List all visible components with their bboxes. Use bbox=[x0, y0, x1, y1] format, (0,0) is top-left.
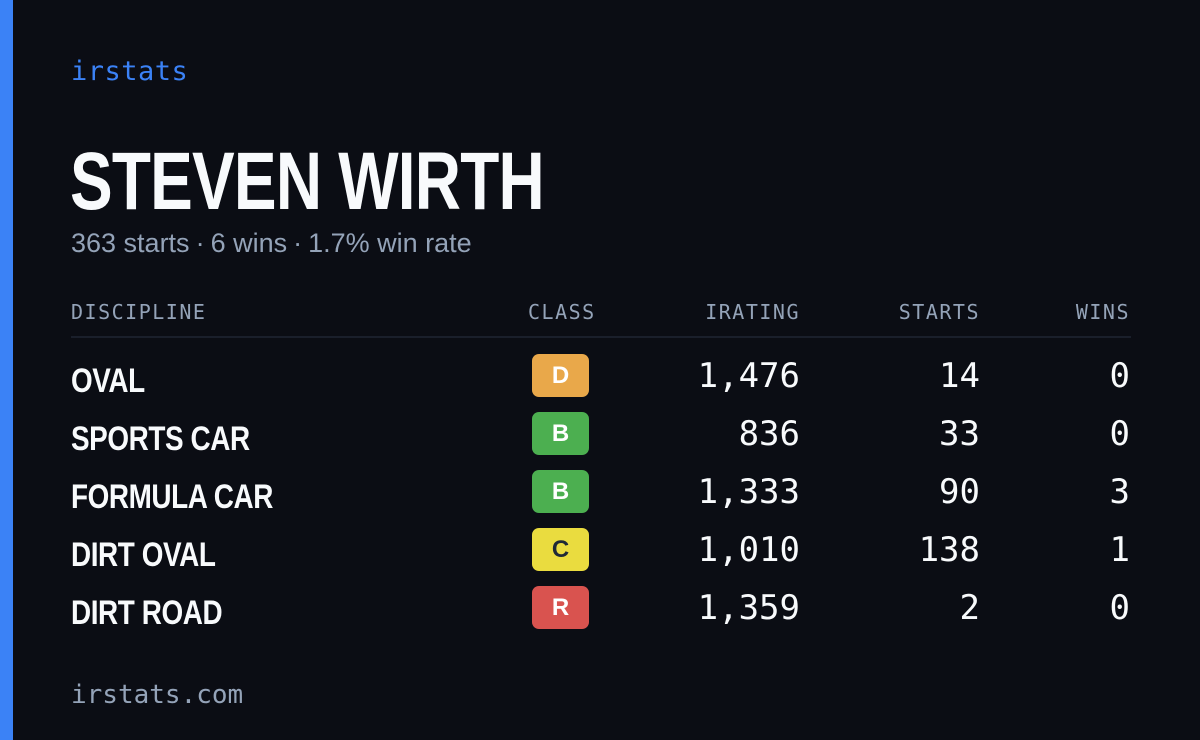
table-row: FORMULA CAR B 1,333 90 3 bbox=[71, 468, 1131, 526]
summary-wins: 6 wins bbox=[210, 228, 288, 258]
row-starts: 14 bbox=[939, 356, 980, 396]
row-irating: 836 bbox=[738, 414, 800, 454]
driver-name: STEVEN WIRTH bbox=[70, 136, 545, 227]
class-badge: R bbox=[532, 586, 589, 629]
table-header: DISCIPLINE CLASS IRATING STARTS WINS bbox=[71, 296, 1131, 338]
summary-win-rate: 1.7% win rate bbox=[308, 228, 472, 258]
row-wins: 3 bbox=[1109, 472, 1130, 512]
row-starts: 90 bbox=[939, 472, 980, 512]
brand-logo-text: irstats bbox=[71, 56, 189, 87]
class-badge: C bbox=[532, 528, 589, 571]
header-discipline: DISCIPLINE bbox=[71, 300, 207, 324]
row-discipline: OVAL bbox=[71, 362, 145, 400]
row-wins: 0 bbox=[1109, 588, 1130, 628]
header-irating: IRATING bbox=[705, 300, 800, 324]
header-class: CLASS bbox=[528, 300, 596, 324]
class-badge: B bbox=[532, 412, 589, 455]
class-badge: D bbox=[532, 354, 589, 397]
summary-separator: · bbox=[293, 228, 303, 258]
summary-separator: · bbox=[195, 228, 205, 258]
table-row: DIRT ROAD R 1,359 2 0 bbox=[71, 584, 1131, 642]
row-starts: 2 bbox=[959, 588, 980, 628]
summary-starts: 363 starts bbox=[71, 228, 190, 258]
row-wins: 1 bbox=[1109, 530, 1130, 570]
class-badge: B bbox=[532, 470, 589, 513]
row-wins: 0 bbox=[1109, 414, 1130, 454]
row-irating: 1,010 bbox=[697, 530, 800, 570]
table-row: DIRT OVAL C 1,010 138 1 bbox=[71, 526, 1131, 584]
header-wins: WINS bbox=[1075, 300, 1130, 324]
table-row: OVAL D 1,476 14 0 bbox=[71, 352, 1131, 410]
accent-bar bbox=[0, 0, 13, 740]
row-discipline: SPORTS CAR bbox=[71, 420, 250, 458]
row-discipline: FORMULA CAR bbox=[71, 478, 273, 516]
header-starts: STARTS bbox=[898, 300, 980, 324]
stats-table: DISCIPLINE CLASS IRATING STARTS WINS OVA… bbox=[71, 296, 1131, 632]
driver-summary: 363 starts · 6 wins · 1.7% win rate bbox=[71, 228, 472, 259]
row-discipline: DIRT ROAD bbox=[71, 594, 223, 632]
row-wins: 0 bbox=[1109, 356, 1130, 396]
table-row: SPORTS CAR B 836 33 0 bbox=[71, 410, 1131, 468]
row-starts: 33 bbox=[939, 414, 980, 454]
row-irating: 1,359 bbox=[697, 588, 800, 628]
row-discipline: DIRT OVAL bbox=[71, 536, 216, 574]
row-irating: 1,333 bbox=[697, 472, 800, 512]
row-irating: 1,476 bbox=[697, 356, 800, 396]
row-starts: 138 bbox=[918, 530, 980, 570]
table-body: OVAL D 1,476 14 0 SPORTS CAR B 836 33 0 … bbox=[71, 352, 1131, 642]
footer-url: irstats.com bbox=[71, 680, 244, 710]
